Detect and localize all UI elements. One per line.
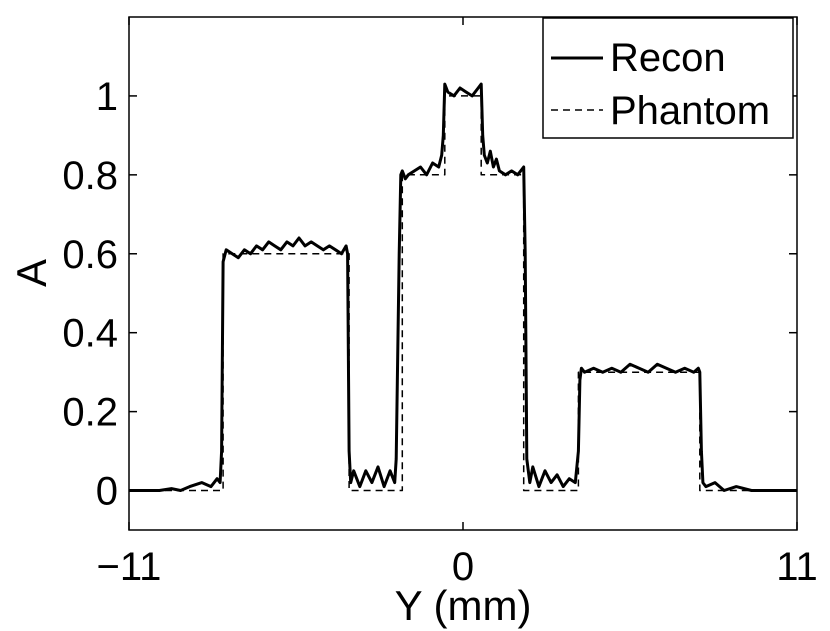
legend-recon-label: Recon <box>610 36 726 80</box>
x-axis-label: Y (mm) <box>395 582 532 629</box>
y-tick-label: 0 <box>96 470 118 514</box>
y-tick-label: 0.2 <box>62 391 118 435</box>
y-axis-label: A <box>8 259 55 287</box>
legend-phantom-label: Phantom <box>610 89 770 133</box>
legend: Recon Phantom <box>542 17 794 139</box>
x-tick-label: 0 <box>452 545 474 589</box>
series-layer <box>129 82 797 492</box>
series-line-phantom <box>129 95 797 492</box>
x-tick-label: −11 <box>97 545 162 589</box>
y-tick-label: 1 <box>96 75 118 119</box>
y-tick-label: 0.4 <box>62 312 118 356</box>
tick-labels: 0 0.2 0.4 0.6 0.8 1 −11 0 11 <box>62 75 817 589</box>
legend-box <box>542 17 794 139</box>
y-tick-label: 0.8 <box>62 154 118 198</box>
series-line-recon <box>129 82 797 492</box>
y-tick-label: 0.6 <box>62 233 118 277</box>
x-tick-label: 11 <box>776 545 818 589</box>
